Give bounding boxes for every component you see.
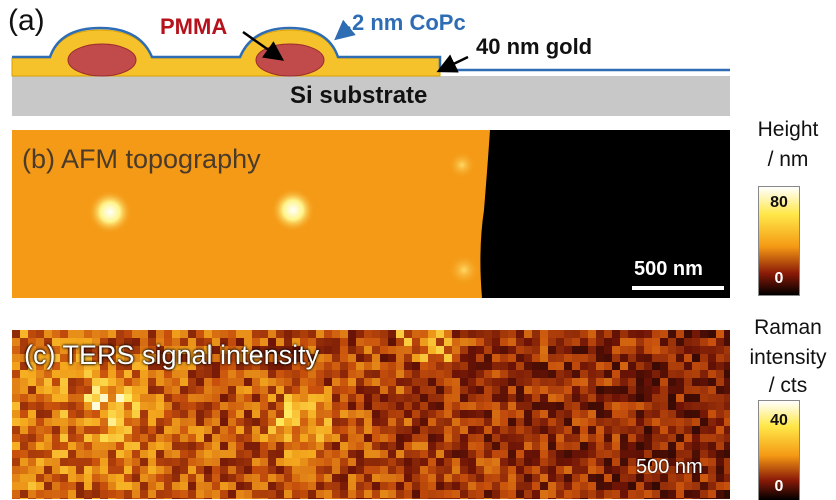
height-colorbar-title-1: Height: [757, 118, 819, 141]
panel-a-letter: (a): [8, 4, 45, 37]
afm-scalebar-label: 500 nm: [634, 258, 703, 280]
substrate-label: Si substrate: [290, 82, 428, 109]
copc-arrow: [334, 19, 356, 41]
raman-colorbar-min: 0: [774, 478, 784, 495]
height-colorbar-title-2: / nm: [767, 148, 809, 171]
gold-arrow: [436, 54, 469, 73]
raman-colorbar: [758, 400, 800, 500]
afm-scalebar: [632, 286, 724, 290]
si-substrate: [12, 76, 730, 116]
ters-dashed-box: [12, 398, 728, 445]
afm-edge-spot-1: [448, 151, 476, 179]
pmma-arrow: [242, 30, 285, 61]
ters-panel-label: (c) TERS signal intensity: [24, 340, 320, 370]
afm-substrate-region: [480, 130, 730, 298]
height-colorbar-min: 0: [774, 270, 784, 287]
height-colorbar-max: 80: [770, 194, 788, 211]
copc-layer: [12, 26, 730, 72]
raman-colorbar-title-2: intensity: [749, 346, 827, 369]
copc-label: 2 nm CoPc: [352, 10, 466, 35]
ters-noise-texture: [12, 330, 730, 499]
layer-schematic: [11, 19, 730, 116]
afm-pmma-spot-2: [271, 188, 315, 232]
raman-colorbar-title-3: / cts: [768, 374, 808, 397]
afm-panel-label: (b) AFM topography: [22, 144, 261, 174]
ters-scalebar-label: 500 nm: [636, 456, 703, 478]
afm-dashed-box: [12, 188, 728, 236]
afm-image: [12, 130, 730, 298]
raman-colorbar-title-1: Raman: [754, 316, 822, 339]
height-colorbar: [758, 186, 800, 296]
gold-label: 40 nm gold: [476, 34, 593, 59]
pmma-label: PMMA: [160, 14, 228, 39]
pmma-bump-1: [67, 43, 137, 77]
raman-colorbar-max: 40: [770, 412, 788, 429]
afm-edge-spot-2: [448, 254, 480, 286]
ters-map: [12, 330, 730, 499]
afm-pmma-spot-1: [88, 190, 132, 234]
